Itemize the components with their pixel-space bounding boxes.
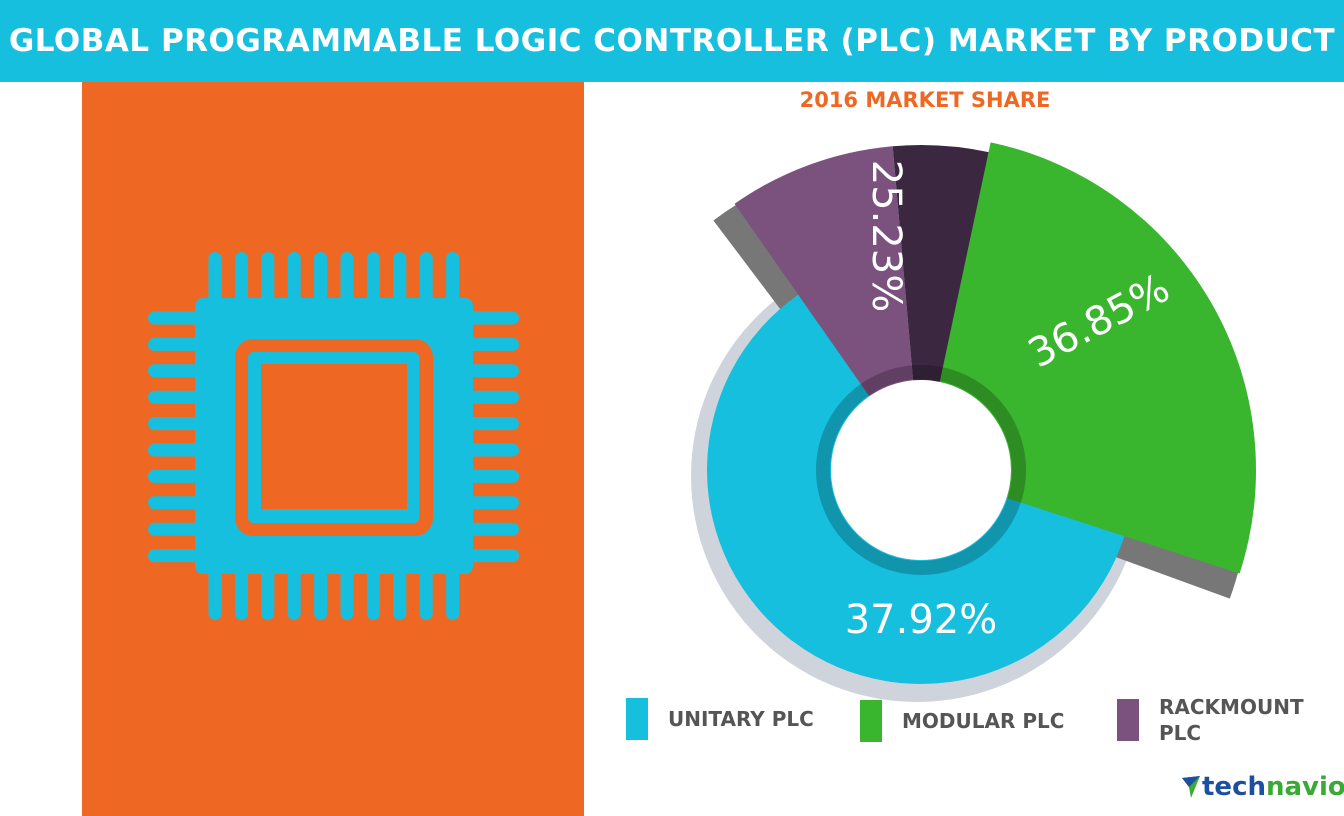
chip-pin bbox=[366, 562, 380, 620]
chip-pin bbox=[419, 252, 433, 312]
legend-swatch bbox=[1117, 699, 1139, 741]
legend-swatch bbox=[860, 700, 882, 742]
chip-pin bbox=[446, 562, 460, 620]
chip-pin bbox=[287, 562, 301, 620]
donut-hole bbox=[831, 380, 1011, 560]
microchip-icon bbox=[148, 252, 519, 620]
chip-pin bbox=[340, 252, 354, 312]
chip-pin bbox=[460, 364, 519, 378]
legend-item-unitary: UNITARY PLC bbox=[626, 698, 814, 740]
chip-pin bbox=[446, 252, 460, 312]
slice-gap-shadow bbox=[892, 145, 989, 382]
chip-pin bbox=[460, 469, 519, 483]
chip-pin bbox=[208, 562, 222, 620]
chip-pin bbox=[261, 252, 275, 312]
logo-arrow-icon bbox=[1182, 776, 1200, 798]
chip-pin bbox=[208, 252, 222, 312]
chip-pin bbox=[148, 549, 208, 563]
donut-chart bbox=[691, 142, 1256, 702]
chip-pin bbox=[148, 364, 208, 378]
chip-pin bbox=[314, 252, 328, 312]
chip-pin bbox=[460, 311, 519, 325]
chip-pin bbox=[393, 562, 407, 620]
chip-pin bbox=[148, 443, 208, 457]
technavio-logo: tech navio bbox=[1180, 772, 1344, 802]
chip-pin bbox=[393, 252, 407, 312]
chip-pin bbox=[234, 252, 248, 312]
legend-label: UNITARY PLC bbox=[668, 707, 814, 731]
legend-label: RACKMOUNT PLC bbox=[1159, 694, 1304, 746]
slice-unitary-plc bbox=[706, 294, 1125, 684]
chip-core bbox=[261, 364, 407, 509]
chip-pin bbox=[148, 337, 208, 351]
data-label: 25.23% bbox=[863, 160, 909, 313]
logo-text-tech: tech bbox=[1202, 772, 1266, 802]
header-banner: GLOBAL PROGRAMMABLE LOGIC CONTROLLER (PL… bbox=[0, 0, 1344, 82]
chip-pin bbox=[261, 562, 275, 620]
chip-pin bbox=[287, 252, 301, 312]
chip-pin bbox=[460, 417, 519, 431]
legend-label-line1: RACKMOUNT bbox=[1159, 695, 1304, 719]
chip-pin bbox=[366, 252, 380, 312]
chip-pin bbox=[148, 522, 208, 536]
chip-pin bbox=[148, 469, 208, 483]
chip-pin bbox=[314, 562, 328, 620]
page-title: GLOBAL PROGRAMMABLE LOGIC CONTROLLER (PL… bbox=[8, 23, 1336, 59]
chip-pin bbox=[460, 549, 519, 563]
donut-inner-shadow bbox=[816, 365, 1026, 575]
chip-pin bbox=[460, 522, 519, 536]
logo-text-navio: navio bbox=[1265, 772, 1344, 802]
chip-pin bbox=[460, 390, 519, 404]
slice-modular-plc bbox=[939, 142, 1256, 574]
data-label: 37.92% bbox=[845, 597, 998, 643]
chip-pin bbox=[419, 562, 433, 620]
chip-pin bbox=[460, 496, 519, 510]
chart-title: 2016 MARKET SHARE bbox=[799, 88, 1051, 112]
legend-item-rackmount: RACKMOUNT PLC bbox=[1117, 694, 1304, 746]
legend-item-modular: MODULAR PLC bbox=[860, 700, 1064, 742]
slice-rackmount-plc bbox=[734, 146, 914, 397]
chip-pin bbox=[340, 562, 354, 620]
legend-swatch bbox=[626, 698, 648, 740]
chip-pin bbox=[148, 417, 208, 431]
chip-pin bbox=[460, 337, 519, 351]
chip-pin bbox=[234, 562, 248, 620]
chip-pin bbox=[148, 390, 208, 404]
legend-label: MODULAR PLC bbox=[902, 709, 1065, 733]
chip-pin bbox=[148, 311, 208, 325]
legend-label-line2: PLC bbox=[1159, 721, 1202, 745]
chip-pin bbox=[460, 443, 519, 457]
chip-pin bbox=[148, 496, 208, 510]
